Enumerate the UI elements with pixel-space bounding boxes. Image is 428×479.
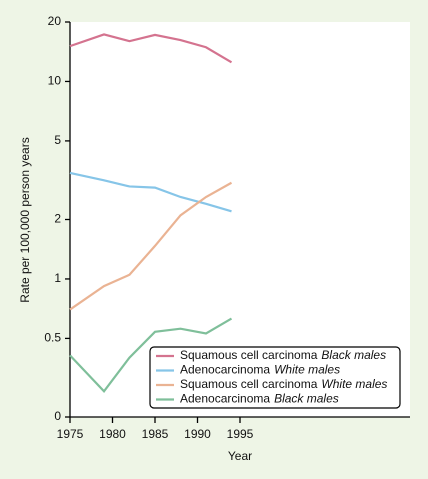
legend-label: Squamous cell carcinoma White males [180, 377, 387, 391]
y-tick-label: 20 [48, 14, 62, 28]
legend-label: Squamous cell carcinoma Black males [180, 348, 386, 362]
series-line [69, 171, 232, 213]
legend-name: Adenocarcinoma [180, 392, 270, 406]
series-line [69, 317, 233, 393]
legend-name: Squamous cell carcinoma [180, 377, 318, 391]
x-axis-label: Year [228, 449, 252, 463]
series-line [69, 181, 233, 311]
legend-population: Black males [274, 392, 339, 406]
legend-name: Squamous cell carcinoma [180, 348, 318, 362]
y-tick-label: 0 [54, 409, 61, 423]
y-tick-label: 2 [54, 212, 61, 226]
legend-population: White males [321, 377, 387, 391]
legend-name: Adenocarcinoma [180, 363, 270, 377]
x-tick-label: 1980 [99, 427, 126, 441]
legend-label: Adenocarcinoma White males [180, 363, 340, 377]
x-tick-label: 1990 [184, 427, 211, 441]
x-tick-label: 1985 [142, 427, 169, 441]
y-tick-label: 5 [54, 133, 61, 147]
y-axis-label: Rate per 100,000 person years [18, 137, 32, 302]
y-tick-label: 1 [54, 271, 61, 285]
legend-box [149, 346, 401, 409]
legend-label: Adenocarcinoma Black males [180, 392, 339, 406]
x-tick-label: 1995 [227, 427, 254, 441]
x-tick-label: 1975 [57, 427, 84, 441]
legend-population: Black males [321, 348, 386, 362]
series-line [69, 33, 233, 64]
y-tick-label: 0.5 [44, 331, 61, 345]
y-tick-label: 10 [48, 74, 62, 88]
legend-population: White males [274, 363, 340, 377]
